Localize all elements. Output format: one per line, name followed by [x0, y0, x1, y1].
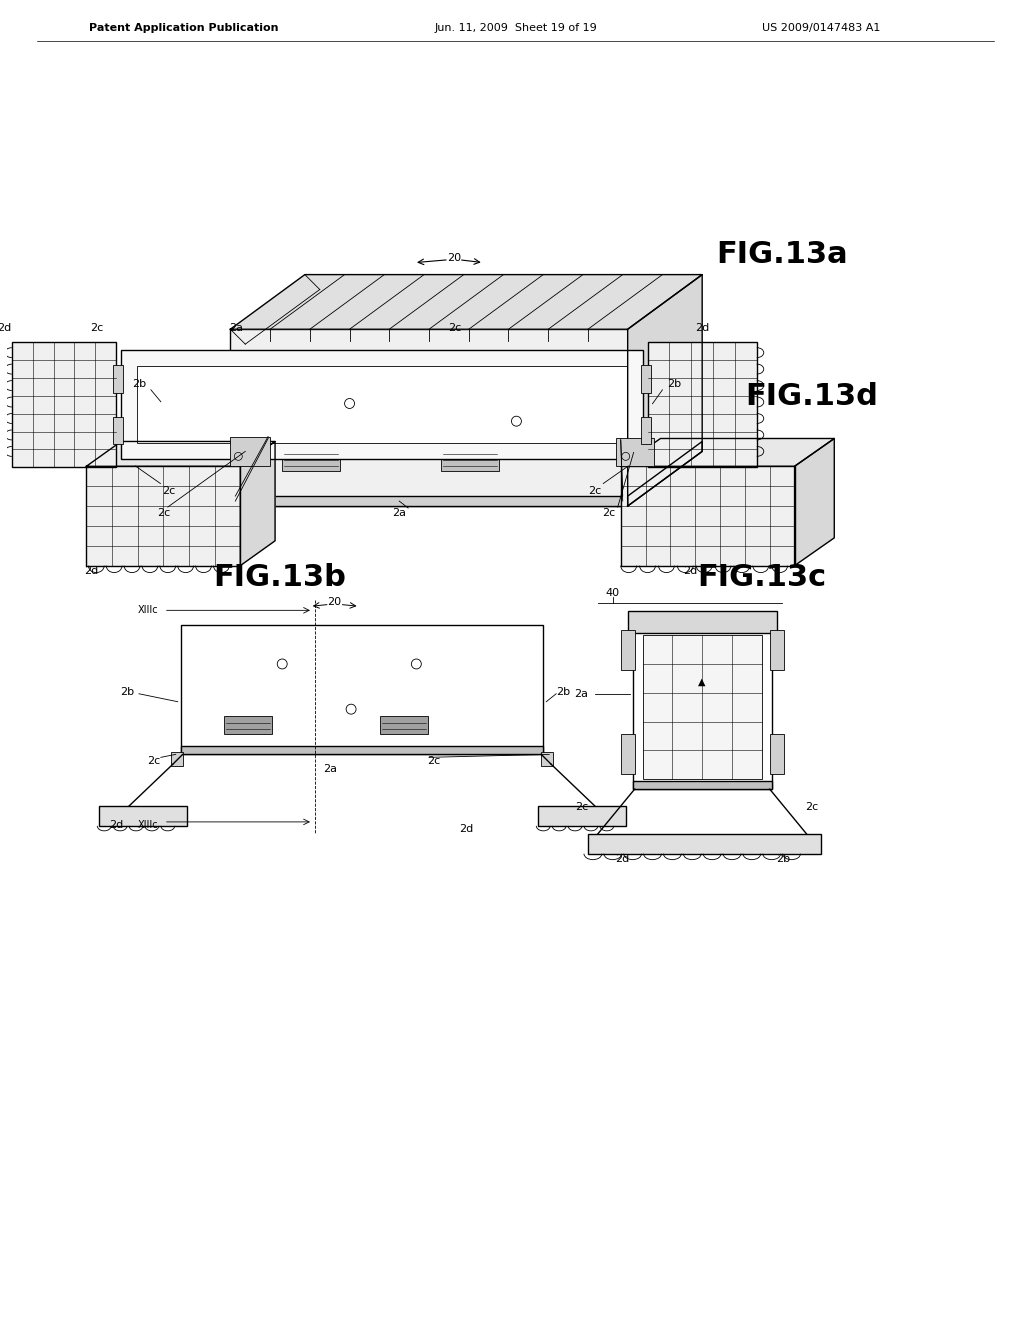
Bar — [114, 366, 123, 393]
Text: 2c: 2c — [162, 486, 175, 496]
Bar — [633, 615, 772, 789]
Bar — [633, 781, 772, 789]
Text: 2a: 2a — [573, 689, 588, 698]
Text: 2c: 2c — [158, 508, 170, 517]
Text: 2c: 2c — [147, 756, 161, 767]
Text: XIIIc: XIIIc — [137, 820, 158, 830]
Polygon shape — [241, 441, 275, 566]
Text: 2b: 2b — [668, 379, 681, 389]
Bar — [114, 417, 123, 445]
Text: 2a: 2a — [392, 508, 407, 517]
Text: ▲: ▲ — [698, 676, 706, 686]
Bar — [621, 466, 795, 566]
Text: 2b: 2b — [120, 686, 134, 697]
Text: Patent Application Publication: Patent Application Publication — [89, 24, 279, 33]
Bar — [230, 496, 628, 506]
Polygon shape — [628, 275, 702, 506]
Text: 2d: 2d — [0, 323, 11, 333]
Text: 20: 20 — [446, 252, 461, 263]
Bar — [441, 449, 499, 471]
Bar — [615, 438, 653, 466]
Polygon shape — [628, 441, 702, 506]
Text: 2c: 2c — [602, 508, 615, 517]
Text: 2d: 2d — [615, 854, 630, 863]
Text: Jun. 11, 2009  Sheet 19 of 19: Jun. 11, 2009 Sheet 19 of 19 — [434, 24, 597, 33]
Bar — [380, 715, 428, 734]
Text: 2d: 2d — [683, 565, 697, 576]
Bar — [12, 342, 116, 467]
Bar — [224, 715, 272, 734]
Polygon shape — [230, 275, 702, 329]
Bar — [641, 366, 650, 393]
Text: FIG.13a: FIG.13a — [716, 240, 848, 269]
Text: US 2009/0147483 A1: US 2009/0147483 A1 — [762, 24, 881, 33]
Text: 2a: 2a — [228, 323, 243, 333]
Bar — [628, 611, 776, 634]
Text: 2c: 2c — [574, 803, 588, 812]
Bar — [770, 734, 783, 775]
Text: 2a: 2a — [323, 764, 337, 775]
Text: 2b: 2b — [776, 854, 791, 863]
Bar — [99, 807, 186, 826]
Bar — [282, 449, 340, 471]
Bar — [180, 746, 544, 754]
Polygon shape — [621, 438, 835, 466]
Bar — [621, 734, 635, 775]
Text: 20: 20 — [328, 598, 342, 607]
Bar — [230, 437, 270, 466]
Text: 2c: 2c — [90, 323, 102, 333]
Text: FIG.13b: FIG.13b — [214, 564, 346, 593]
Text: XIIIc: XIIIc — [137, 606, 158, 615]
Text: 2b: 2b — [132, 379, 146, 389]
Text: 2d: 2d — [84, 565, 98, 576]
Bar — [137, 366, 627, 444]
Text: FIG.13d: FIG.13d — [745, 383, 878, 412]
Polygon shape — [795, 438, 835, 566]
Text: 2d: 2d — [695, 323, 710, 333]
Bar — [121, 350, 643, 459]
Bar — [86, 466, 241, 566]
Bar — [770, 630, 783, 671]
Text: 2c: 2c — [588, 486, 601, 496]
Text: FIG.13c: FIG.13c — [697, 564, 826, 593]
Bar — [230, 329, 628, 506]
Text: 40: 40 — [606, 589, 620, 598]
Text: 2d: 2d — [109, 820, 123, 830]
Polygon shape — [86, 441, 275, 466]
Bar — [647, 342, 757, 467]
Bar — [180, 626, 544, 754]
Bar — [588, 834, 821, 854]
Bar — [643, 635, 762, 779]
Bar — [621, 630, 635, 671]
Text: 2c: 2c — [427, 756, 440, 767]
Text: 2b: 2b — [556, 686, 570, 697]
Bar — [641, 417, 650, 445]
Bar — [171, 752, 182, 767]
Bar — [542, 752, 553, 767]
Text: 2c: 2c — [449, 323, 462, 333]
Text: 2c: 2c — [805, 803, 818, 812]
Bar — [539, 807, 626, 826]
Text: 2d: 2d — [459, 824, 473, 834]
